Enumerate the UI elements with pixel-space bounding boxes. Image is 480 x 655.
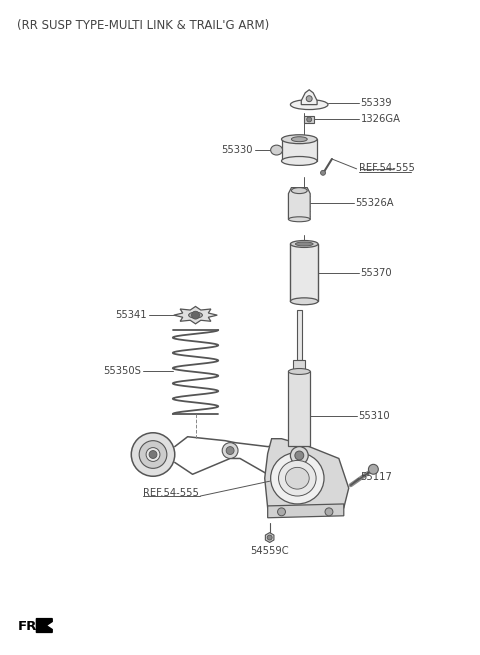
Text: 1326GA: 1326GA <box>360 115 401 124</box>
Polygon shape <box>301 90 317 105</box>
Text: (RR SUSP TYPE-MULTI LINK & TRAIL'G ARM): (RR SUSP TYPE-MULTI LINK & TRAIL'G ARM) <box>17 19 269 32</box>
Ellipse shape <box>295 242 313 246</box>
Polygon shape <box>297 310 302 360</box>
Ellipse shape <box>281 135 317 143</box>
Text: 55341: 55341 <box>116 310 147 320</box>
Polygon shape <box>293 360 305 371</box>
Text: 55350S: 55350S <box>103 367 141 377</box>
Polygon shape <box>288 371 310 445</box>
Ellipse shape <box>271 145 283 155</box>
Circle shape <box>306 96 312 102</box>
Text: REF.54-555: REF.54-555 <box>143 488 199 498</box>
Text: 55370: 55370 <box>360 268 392 278</box>
Ellipse shape <box>271 453 324 504</box>
Polygon shape <box>281 140 317 161</box>
Circle shape <box>267 535 272 540</box>
Polygon shape <box>264 439 349 515</box>
Polygon shape <box>36 618 52 633</box>
Ellipse shape <box>290 100 328 109</box>
Text: 55310: 55310 <box>359 411 390 421</box>
Text: 55117: 55117 <box>360 472 393 482</box>
Text: REF.54-555: REF.54-555 <box>359 163 415 173</box>
Polygon shape <box>268 504 344 517</box>
Ellipse shape <box>222 443 238 458</box>
Polygon shape <box>288 187 310 219</box>
Text: 55339: 55339 <box>360 98 392 107</box>
Ellipse shape <box>139 441 167 468</box>
Text: 55330: 55330 <box>221 145 253 155</box>
Ellipse shape <box>290 447 308 464</box>
Circle shape <box>369 464 378 474</box>
Ellipse shape <box>278 460 316 496</box>
Ellipse shape <box>291 137 307 141</box>
Ellipse shape <box>281 157 317 166</box>
Text: FR.: FR. <box>18 620 42 633</box>
Text: 55326A: 55326A <box>356 198 394 208</box>
Ellipse shape <box>146 447 160 461</box>
Ellipse shape <box>295 451 304 460</box>
Polygon shape <box>265 533 274 542</box>
Polygon shape <box>174 307 217 324</box>
FancyBboxPatch shape <box>304 116 314 122</box>
Ellipse shape <box>290 240 318 248</box>
Circle shape <box>307 117 312 122</box>
Circle shape <box>277 508 286 515</box>
Text: 54559C: 54559C <box>251 546 289 556</box>
Ellipse shape <box>189 312 203 318</box>
Ellipse shape <box>131 433 175 476</box>
Circle shape <box>192 311 200 319</box>
Circle shape <box>149 451 157 458</box>
Ellipse shape <box>226 447 234 455</box>
Ellipse shape <box>290 298 318 305</box>
Ellipse shape <box>288 217 310 222</box>
Ellipse shape <box>286 468 309 489</box>
Circle shape <box>321 170 325 176</box>
Ellipse shape <box>291 187 307 194</box>
Circle shape <box>325 508 333 515</box>
Ellipse shape <box>288 369 310 375</box>
Polygon shape <box>290 244 318 301</box>
